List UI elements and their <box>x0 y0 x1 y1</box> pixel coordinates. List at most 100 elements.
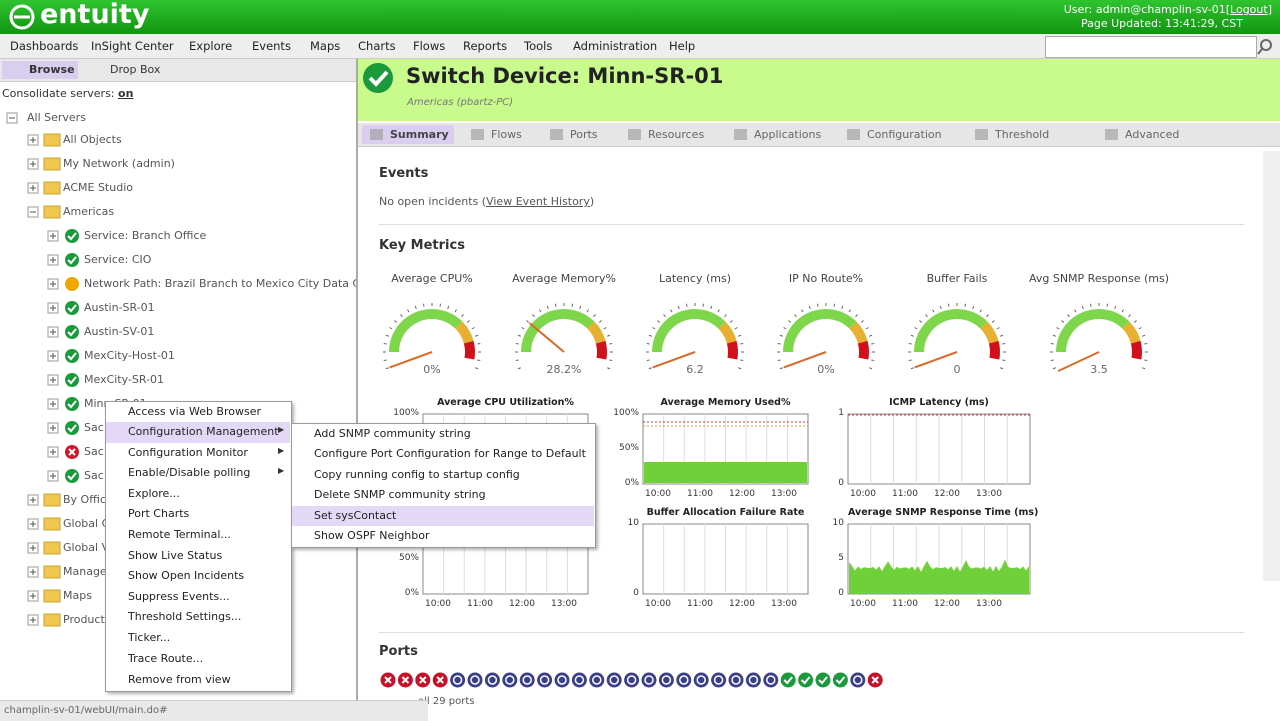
tree-item[interactable]: All Objects <box>63 133 122 146</box>
port-icon <box>779 671 797 689</box>
expander-sign <box>30 521 36 527</box>
gauge-arc <box>726 340 738 360</box>
menu-item[interactable]: Configuration Monitor <box>128 446 248 459</box>
menu-item[interactable]: Events <box>252 39 291 53</box>
submenu-item[interactable]: Copy running config to startup config <box>314 468 520 481</box>
gauge-tick <box>383 359 387 362</box>
tab[interactable]: Applications <box>754 128 822 141</box>
port-icon <box>727 671 745 689</box>
submenu-item[interactable]: Configure Port Configuration for Range t… <box>314 447 586 460</box>
tab-icon <box>550 129 563 140</box>
port-icon <box>570 671 588 689</box>
tree-item[interactable]: MexCity-SR-01 <box>84 373 165 386</box>
x-tick-label: 11:00 <box>687 599 713 609</box>
tab[interactable]: Ports <box>570 128 598 141</box>
menu-item[interactable]: Maps <box>310 39 341 53</box>
gauge-tick <box>1056 327 1060 330</box>
gauge-tick <box>517 334 521 337</box>
submenu-item[interactable]: Show OSPF Neighbor <box>314 529 430 542</box>
tree-item[interactable]: By Offic <box>63 493 106 506</box>
menu-item[interactable]: Charts <box>358 39 396 53</box>
tree-item[interactable]: My Network (admin) <box>63 157 175 170</box>
check <box>67 256 77 265</box>
expander-sign <box>50 449 56 455</box>
dropbox-tab[interactable]: Drop Box <box>110 63 161 76</box>
submenu-item[interactable]: Add SNMP community string <box>314 427 471 440</box>
ports-title: Ports <box>379 644 418 659</box>
menu-item[interactable]: Explore... <box>128 487 180 500</box>
browse-tab[interactable]: Browse <box>29 63 75 76</box>
tree-item[interactable]: Network Path: Brazil Branch to Mexico Ci… <box>84 277 356 290</box>
menu-item[interactable]: Suppress Events... <box>128 590 230 603</box>
tree-item[interactable]: Austin-SR-01 <box>84 301 155 314</box>
port-mark <box>592 675 602 685</box>
menu-item[interactable]: Threshold Settings... <box>128 610 242 623</box>
consolidate-value[interactable]: on <box>118 87 134 100</box>
menu-item[interactable]: Administration <box>573 39 658 53</box>
tab[interactable]: Resources <box>648 128 705 141</box>
tree-item[interactable]: Global V <box>63 541 110 554</box>
port-icon <box>814 671 832 689</box>
menu-item[interactable]: Show Open Incidents <box>128 569 245 582</box>
x-tick-label: 10:00 <box>850 599 876 609</box>
tab[interactable]: Configuration <box>867 128 942 141</box>
gauge-tick <box>521 327 525 330</box>
chart-title: Buffer Allocation Failure Rate <box>646 507 805 518</box>
gauge-label: IP No Route% <box>788 272 864 285</box>
menu-item[interactable]: Enable/Disable polling <box>128 466 251 479</box>
menu-item[interactable]: InSight Center <box>91 39 174 53</box>
menu-item[interactable]: Access via Web Browser <box>128 405 262 418</box>
gauge-needle <box>389 351 433 369</box>
tree-item[interactable]: Manage <box>63 565 107 578</box>
menu-item[interactable]: Reports <box>463 39 508 53</box>
submenu-item[interactable]: Delete SNMP community string <box>314 488 486 501</box>
tree-item[interactable]: Maps <box>63 589 92 602</box>
expander-sign <box>50 473 56 479</box>
metrics-title: Key Metrics <box>379 238 465 253</box>
tab[interactable]: Advanced <box>1125 128 1180 141</box>
menu-item[interactable]: Ticker... <box>128 631 171 644</box>
menu-item[interactable]: Trace Route... <box>128 652 204 665</box>
tree-item[interactable]: Sac <box>84 469 104 482</box>
port-icon <box>466 671 484 689</box>
tree-item[interactable]: Sac <box>84 445 104 458</box>
gauge-tick <box>414 305 417 309</box>
tree-item[interactable]: Global C <box>63 517 110 530</box>
tree-item[interactable]: ACME Studio <box>63 181 133 194</box>
tab[interactable]: Summary <box>390 128 449 141</box>
browse-tab-bg <box>2 61 78 79</box>
metrics-heading: Key Metrics <box>379 238 465 253</box>
event-history-link[interactable]: View Event History <box>486 195 590 208</box>
tree-item[interactable]: All Servers <box>27 111 86 124</box>
menu-item[interactable]: Dashboards <box>10 39 79 53</box>
menu-item[interactable]: Remove from view <box>128 673 231 686</box>
menu-item[interactable]: Port Charts <box>128 507 190 520</box>
menu-item[interactable]: Help <box>669 39 696 53</box>
tree-item[interactable]: Service: Branch Office <box>84 229 207 242</box>
tree-item[interactable]: Austin-SV-01 <box>84 325 155 338</box>
menu-item[interactable]: Remote Terminal... <box>128 528 231 541</box>
tree-item[interactable]: Americas <box>63 205 115 218</box>
search-box[interactable] <box>1045 36 1257 58</box>
device-title: Switch Device: Minn-SR-01 <box>406 64 724 88</box>
tree-item[interactable]: Sac <box>84 421 104 434</box>
x-tick-label: 13:00 <box>976 599 1002 609</box>
menu-item[interactable]: Show Live Status <box>128 549 223 562</box>
menu-item[interactable]: Flows <box>413 39 446 53</box>
logout[interactable]: Logout <box>1230 3 1268 16</box>
menu-item[interactable]: Explore <box>189 39 233 53</box>
x-tick-label: 13:00 <box>551 599 577 609</box>
menu-item[interactable]: Configuration Management <box>128 425 279 438</box>
gauge-tick <box>517 367 521 370</box>
tab[interactable]: Flows <box>491 128 522 141</box>
search-icon[interactable] <box>1256 37 1276 57</box>
tree-item[interactable]: Service: CIO <box>84 253 152 266</box>
tab[interactable]: Threshold <box>995 128 1050 141</box>
gauge-tick <box>947 303 950 307</box>
tree-item[interactable]: Product <box>63 613 105 626</box>
y-tick-label: 5 <box>838 553 844 563</box>
scrollbar[interactable] <box>1263 151 1280 581</box>
tree-item[interactable]: MexCity-Host-01 <box>84 349 175 362</box>
submenu-item[interactable]: Set sysContact <box>314 509 397 522</box>
menu-item[interactable]: Tools <box>524 39 553 53</box>
